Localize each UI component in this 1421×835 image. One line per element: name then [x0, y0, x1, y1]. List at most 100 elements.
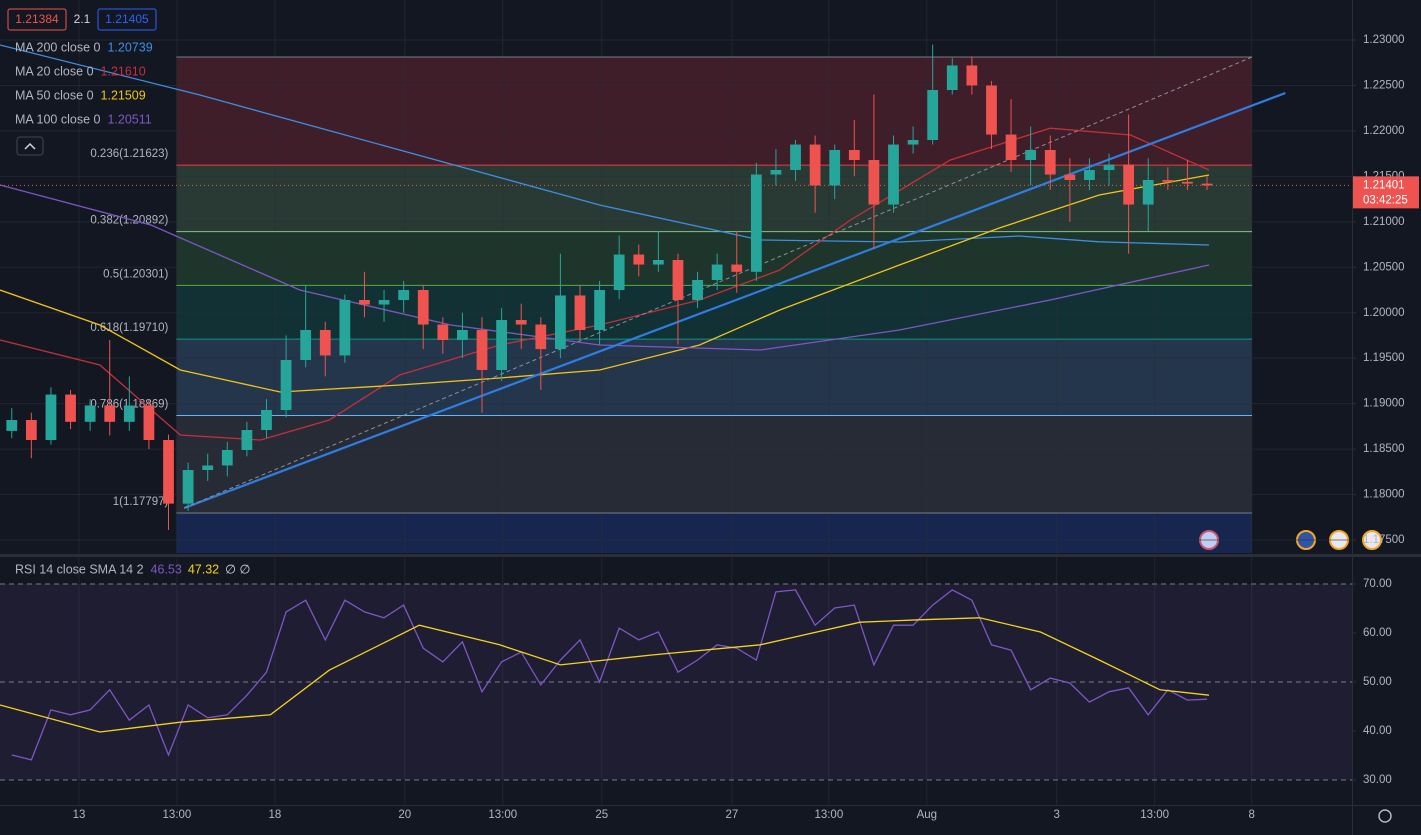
candle-body [1182, 181, 1193, 184]
rsi-value: 47.32 [188, 562, 219, 576]
legend-name: MA 50 close 0 [15, 88, 94, 102]
candle-body [515, 320, 527, 325]
candle-body [1201, 183, 1213, 186]
candle-body [966, 65, 978, 86]
fib-zone [176, 513, 1253, 553]
y-tick-label: 1.19000 [1363, 398, 1405, 410]
x-tick-label: 8 [1248, 809, 1254, 821]
x-tick-label: 27 [725, 809, 738, 821]
fib-label: 0.5(1.20301) [103, 268, 168, 280]
candle-body [65, 394, 76, 422]
candle-body [1142, 180, 1154, 205]
collapse-icon [24, 142, 36, 150]
legend-name: MA 20 close 0 [15, 64, 94, 78]
y-tick-label: 1.20000 [1363, 307, 1405, 319]
candle-body [692, 280, 703, 300]
y-tick-label: 1.18500 [1363, 443, 1405, 455]
rsi-extra: ∅ ∅ [225, 562, 250, 576]
countdown: 03:42:25 [1363, 194, 1408, 206]
fib-label: 1(1.17797) [113, 496, 169, 508]
candle-body [45, 394, 57, 440]
candle-body [809, 144, 821, 186]
candle-body [476, 330, 488, 370]
rsi-line [11, 589, 1208, 761]
candle-body [1162, 180, 1174, 182]
y-tick-label: 40.00 [1363, 725, 1392, 737]
fib-label: 0.382(1.20892) [90, 215, 168, 227]
candle-body [613, 254, 625, 290]
candle-body [163, 440, 174, 504]
settings-icon[interactable] [1378, 809, 1392, 823]
y-tick-label: 50.00 [1363, 676, 1392, 688]
candle-body [241, 430, 253, 450]
x-tick-label: Aug [917, 809, 937, 821]
candle-body [986, 85, 997, 135]
candle-body [221, 450, 233, 466]
y-tick-label: 1.18000 [1363, 489, 1405, 501]
x-tick-label: 3 [1054, 809, 1060, 821]
candle-body [84, 405, 96, 422]
quote-box [7, 8, 67, 31]
fib-zone [176, 415, 1253, 513]
candle-body [750, 174, 762, 272]
candle-body [319, 330, 331, 356]
candle-body [633, 254, 645, 265]
y-tick-label: 70.00 [1363, 578, 1392, 590]
y-tick-label: 30.00 [1363, 774, 1392, 786]
candle-body [143, 405, 155, 440]
y-tick-label: 1.19500 [1363, 352, 1405, 364]
x-tick-label: 20 [398, 809, 411, 821]
legend-value: 1.20511 [107, 112, 151, 126]
candle-body [1064, 174, 1076, 180]
candle-body [829, 150, 841, 186]
candle-body [868, 160, 880, 205]
rsi-value: 46.53 [151, 562, 182, 576]
candle-body [417, 290, 429, 325]
y-tick-label: 1.22000 [1363, 125, 1405, 137]
quote-value: 1.21405 [105, 12, 149, 26]
candle-body [104, 405, 116, 422]
candle-body [1123, 164, 1135, 205]
candle-body [457, 330, 468, 340]
y-tick-label: 60.00 [1363, 627, 1392, 639]
candle-body [1044, 150, 1056, 175]
x-tick-label: 18 [269, 809, 282, 821]
y-tick-label: 1.17500 [1363, 534, 1405, 546]
flag-us[interactable] [1362, 530, 1382, 550]
candle-body [927, 90, 939, 140]
candle-body [672, 260, 684, 300]
candle-body [300, 330, 312, 360]
x-tick-label: 13:00 [814, 809, 843, 821]
collapse-button[interactable] [16, 136, 44, 156]
moving-average [0, 174, 1210, 393]
x-tick-label: 25 [595, 809, 608, 821]
candle-body [711, 264, 723, 280]
candle-body [202, 465, 214, 470]
candle-body [848, 150, 860, 160]
fib-label: 0.236(1.21623) [90, 148, 168, 160]
x-tick-label: 13:00 [488, 809, 517, 821]
trend-line [184, 56, 1253, 509]
legend-name: MA 100 close 0 [15, 112, 101, 126]
candle-body [261, 410, 272, 430]
candle-body [25, 420, 37, 440]
legend-value: 1.20739 [107, 40, 152, 54]
candle-body [437, 324, 449, 340]
candle-body [398, 290, 410, 300]
candle-body [1005, 134, 1017, 160]
y-tick-label: 1.23000 [1363, 34, 1405, 46]
legend-value: 1.21509 [101, 88, 146, 102]
last-price-label: 1.21401 [1363, 179, 1405, 191]
candle-body [123, 405, 135, 422]
candle-body [652, 260, 664, 265]
candle-body [1084, 170, 1095, 180]
x-tick-label: 13 [73, 809, 86, 821]
candle-body [1025, 150, 1037, 160]
last-price-tag [1353, 176, 1419, 209]
y-tick-label: 1.22500 [1363, 79, 1405, 91]
y-tick-label: 1.20500 [1363, 261, 1405, 273]
candle-body [594, 290, 605, 330]
